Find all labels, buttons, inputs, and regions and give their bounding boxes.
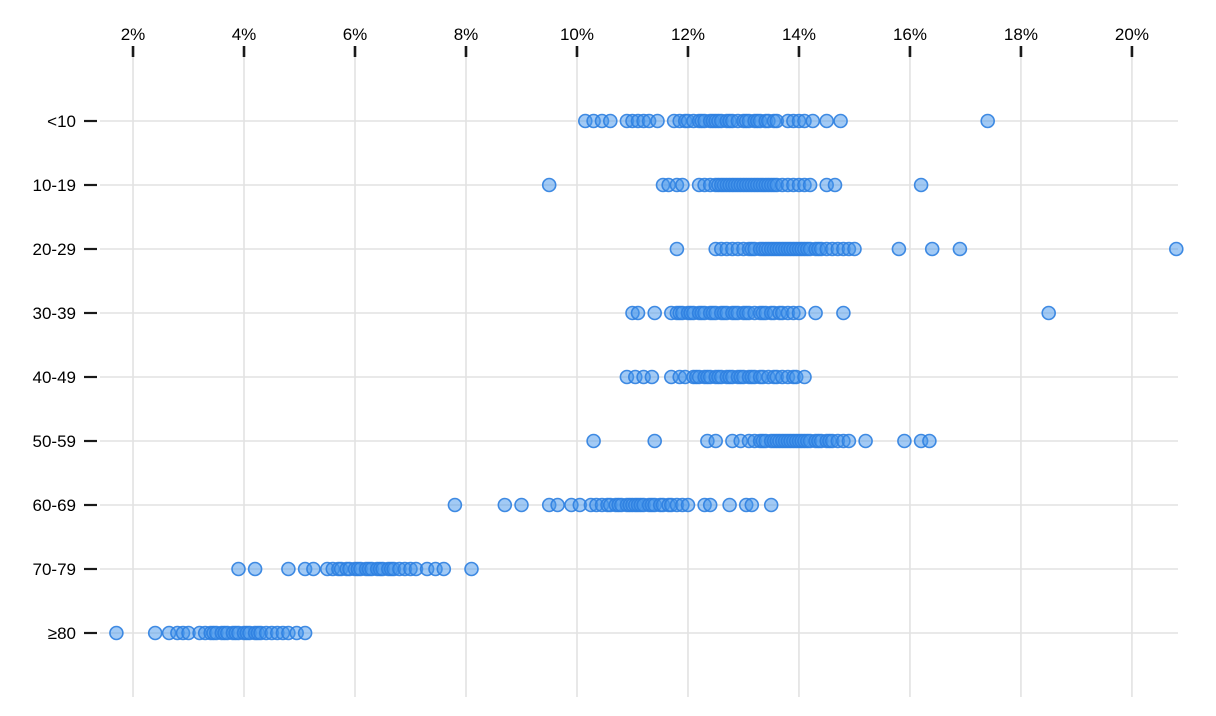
- data-point: [1041, 305, 1056, 321]
- data-point: [281, 561, 296, 577]
- data-point: [647, 305, 663, 321]
- data-point: [952, 241, 968, 257]
- x-tick-label: 18%: [1004, 25, 1038, 44]
- data-point: [147, 625, 163, 641]
- data-point: [913, 177, 929, 193]
- data-point: [497, 497, 513, 513]
- data-point: [805, 113, 821, 129]
- data-point: [1169, 241, 1184, 257]
- x-tick-label: 8%: [454, 25, 479, 44]
- data-point: [924, 241, 940, 257]
- data-point: [808, 305, 823, 321]
- data-point: [297, 625, 313, 641]
- data-point: [602, 113, 618, 129]
- x-tick-label: 20%: [1115, 25, 1149, 44]
- data-point: [436, 561, 452, 577]
- data-point: [464, 561, 479, 577]
- data-point: [847, 241, 862, 257]
- x-tick-label: 12%: [671, 25, 705, 44]
- data-point: [722, 497, 737, 513]
- x-tick-label: 6%: [343, 25, 368, 44]
- y-category-label: 70-79: [33, 560, 76, 579]
- data-point: [819, 113, 835, 129]
- x-tick-label: 4%: [232, 25, 257, 44]
- data-point: [541, 177, 557, 193]
- data-point: [447, 497, 463, 513]
- y-category-label: 40-49: [33, 368, 76, 387]
- data-point: [680, 497, 696, 513]
- data-point: [836, 305, 851, 321]
- x-tick-label: 16%: [893, 25, 927, 44]
- y-category-label: 60-69: [33, 496, 76, 515]
- y-category-label: 10-19: [33, 176, 76, 195]
- data-point: [980, 113, 996, 129]
- y-category-label: 50-59: [33, 432, 76, 451]
- data-point: [702, 497, 718, 513]
- data-point: [644, 369, 660, 385]
- data-point: [891, 241, 907, 257]
- y-category-label: 30-39: [33, 304, 76, 323]
- data-point: [708, 433, 724, 449]
- data-point: [897, 433, 912, 449]
- data-point: [802, 177, 818, 193]
- data-point: [833, 113, 848, 129]
- x-tick-label: 10%: [560, 25, 594, 44]
- data-point: [858, 433, 873, 449]
- data-point: [744, 497, 760, 513]
- data-point: [109, 625, 124, 641]
- y-category-label: 20-29: [33, 240, 76, 259]
- data-point: [791, 305, 807, 321]
- y-category-label: <10: [47, 112, 76, 131]
- data-point: [827, 177, 843, 193]
- data-point: [922, 433, 937, 449]
- y-category-label: ≥80: [48, 624, 76, 643]
- data-point: [514, 497, 529, 513]
- data-point: [797, 369, 812, 385]
- data-point: [647, 433, 663, 449]
- x-tick-label: 2%: [121, 25, 146, 44]
- data-point: [669, 241, 685, 257]
- data-point: [675, 177, 690, 193]
- x-tick-label: 14%: [782, 25, 816, 44]
- data-point: [231, 561, 246, 577]
- data-point: [550, 497, 565, 513]
- data-point: [586, 433, 601, 449]
- data-point: [841, 433, 857, 449]
- data-point: [650, 113, 665, 129]
- data-point: [247, 561, 263, 577]
- data-point: [630, 305, 646, 321]
- data-point: [763, 497, 779, 513]
- data-point: [306, 561, 321, 577]
